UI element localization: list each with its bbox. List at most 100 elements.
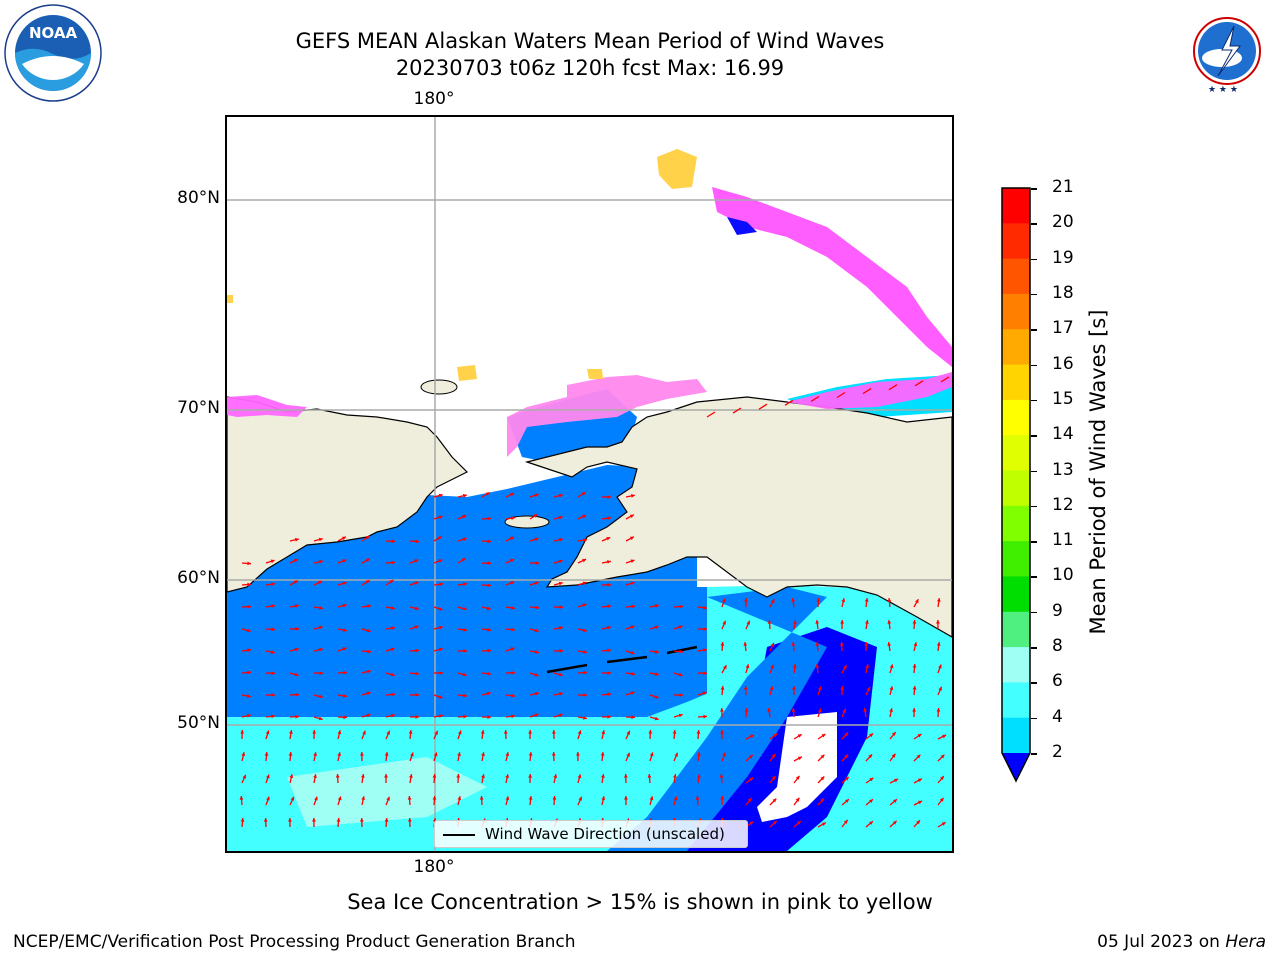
footer-machine: Hera bbox=[1225, 932, 1266, 952]
wind-wave-arrow-head bbox=[703, 648, 707, 652]
wind-wave-arrow-head bbox=[703, 605, 707, 610]
colorbar-tick-label: 14 bbox=[1052, 424, 1074, 445]
wind-wave-arrow-head bbox=[918, 800, 922, 805]
wind-wave-arrow-head bbox=[390, 713, 395, 718]
title-line-1: GEFS MEAN Alaskan Waters Mean Period of … bbox=[295, 29, 885, 53]
wind-wave-arrow-head bbox=[821, 734, 826, 738]
wind-wave-arrow-head bbox=[720, 708, 724, 712]
lat-label-80: 80°N bbox=[177, 188, 220, 208]
wind-wave-arrow-head bbox=[391, 539, 395, 544]
wind-wave-arrow-head bbox=[463, 714, 467, 719]
colorbar-tick-label: 16 bbox=[1052, 353, 1074, 374]
wind-wave-arrow-head bbox=[629, 514, 634, 518]
colorbar-tick-mark bbox=[1031, 647, 1037, 649]
colorbar-band bbox=[1002, 470, 1030, 507]
colorbar-tick-label: 11 bbox=[1052, 530, 1074, 551]
wind-wave-arrow-head bbox=[648, 730, 653, 734]
wind-wave-arrow-head bbox=[366, 713, 371, 718]
wind-wave-arrow-head bbox=[942, 734, 947, 739]
colorbar-tick-label: 18 bbox=[1052, 282, 1074, 303]
wind-wave-arrow-head bbox=[746, 620, 750, 625]
wind-wave-arrow bbox=[888, 384, 898, 391]
wind-wave-arrow-head bbox=[511, 714, 515, 719]
wind-wave-arrow-head bbox=[772, 821, 777, 825]
colorbar-tick-mark bbox=[1031, 329, 1037, 331]
colorbar-tick-label: 4 bbox=[1052, 706, 1063, 727]
wind-wave-arrow-head bbox=[938, 686, 942, 691]
colorbar-tick-label: 21 bbox=[1052, 177, 1074, 197]
wind-wave-arrow-head bbox=[892, 820, 897, 825]
wind-wave-arrow-head bbox=[362, 730, 366, 735]
wind-wave-arrow-head bbox=[672, 730, 677, 734]
wind-wave-arrow-head bbox=[576, 752, 580, 756]
map-legend: Wind Wave Direction (unscaled) bbox=[434, 820, 748, 848]
wind-wave-arrow-head bbox=[607, 648, 611, 653]
wind-wave-arrow-head bbox=[868, 754, 873, 759]
wind-wave-arrow-head bbox=[623, 774, 628, 778]
wind-wave-arrow-head bbox=[438, 493, 443, 498]
wind-wave-arrow-head bbox=[487, 671, 491, 676]
wind-wave-arrow-head bbox=[534, 581, 539, 586]
title-line-2: 20230703 t06z 120h fcst Max: 16.99 bbox=[395, 56, 785, 80]
wind-wave-arrow-head bbox=[769, 686, 774, 691]
footer-date: 05 Jul 2023 on bbox=[1097, 932, 1220, 952]
wind-wave-arrow-head bbox=[415, 648, 419, 653]
wind-wave-arrow-head bbox=[534, 672, 539, 677]
wind-wave-arrow-head bbox=[703, 714, 707, 719]
wind-wave-arrow-head bbox=[679, 604, 683, 609]
colorbar-tick-label: 12 bbox=[1052, 494, 1074, 515]
wind-wave-arrow-head bbox=[770, 642, 775, 647]
wind-wave-arrow-head bbox=[318, 647, 323, 652]
wind-wave-arrow-head bbox=[606, 625, 611, 630]
colorbar-tick-label: 19 bbox=[1052, 247, 1074, 268]
wind-wave-arrow-head bbox=[815, 642, 820, 646]
wind-wave-arrow-head bbox=[702, 691, 707, 696]
wind-wave-arrow-head bbox=[295, 692, 299, 697]
colorbar-tick-mark bbox=[1031, 435, 1037, 437]
wind-wave-arrow-head bbox=[433, 752, 438, 757]
wind-wave-arrow-head bbox=[558, 672, 563, 677]
colorbar-tick-mark bbox=[1031, 717, 1037, 720]
svg-text:★ ★ ★: ★ ★ ★ bbox=[1208, 85, 1238, 95]
colorbar-band bbox=[1002, 399, 1030, 436]
wind-wave-arrow-head bbox=[242, 774, 246, 779]
wind-wave-arrow-head bbox=[271, 582, 275, 586]
wind-wave-arrow-head bbox=[487, 648, 491, 653]
land-siberia bbox=[227, 396, 469, 593]
wind-wave-arrow-head bbox=[893, 799, 897, 803]
wind-wave-arrow-head bbox=[246, 713, 251, 718]
colorbar-band bbox=[1002, 329, 1030, 366]
wind-wave-arrow-head bbox=[745, 664, 750, 669]
wind-wave-arrow-head bbox=[821, 822, 826, 826]
wind-wave-arrow-head bbox=[271, 627, 275, 632]
wind-wave-arrow-head bbox=[743, 686, 748, 690]
wind-wave-arrow-head bbox=[552, 730, 556, 734]
colorbar-tick-label: 8 bbox=[1052, 636, 1063, 657]
wind-wave-arrow-head bbox=[289, 730, 293, 734]
wind-wave-arrow-head bbox=[510, 492, 515, 497]
wind-wave-arrow-head bbox=[869, 777, 874, 782]
colorbar-band bbox=[1002, 364, 1030, 401]
wind-wave-arrow-head bbox=[505, 796, 510, 801]
wind-wave-arrow-head bbox=[818, 686, 822, 691]
wind-wave-arrow bbox=[836, 391, 846, 399]
wind-wave-arrow-head bbox=[889, 708, 893, 712]
bottom-lon-label: 180° bbox=[413, 857, 455, 877]
wind-wave-arrow-head bbox=[559, 626, 563, 630]
colorbar-extend bbox=[1002, 753, 1030, 781]
wind-wave-arrow-head bbox=[654, 716, 659, 721]
wind-wave-arrow-head bbox=[343, 628, 347, 632]
wind-wave-arrow-head bbox=[342, 581, 347, 586]
wind-wave-arrow-head bbox=[390, 672, 395, 677]
wind-wave-arrow-head bbox=[366, 669, 371, 674]
wind-wave-arrow-head bbox=[631, 671, 635, 676]
wind-wave-arrow-head bbox=[936, 708, 941, 712]
wind-wave-arrow-head bbox=[432, 774, 437, 778]
wind-wave-arrow-head bbox=[843, 665, 847, 670]
top-lon-label: 180° bbox=[413, 89, 455, 109]
wind-wave-arrow-head bbox=[270, 559, 275, 564]
wind-wave-arrow-head bbox=[271, 693, 275, 697]
wind-wave-arrow-head bbox=[247, 670, 251, 675]
wind-wave-arrow-head bbox=[480, 730, 485, 734]
wind-wave-arrow-head bbox=[679, 693, 683, 697]
